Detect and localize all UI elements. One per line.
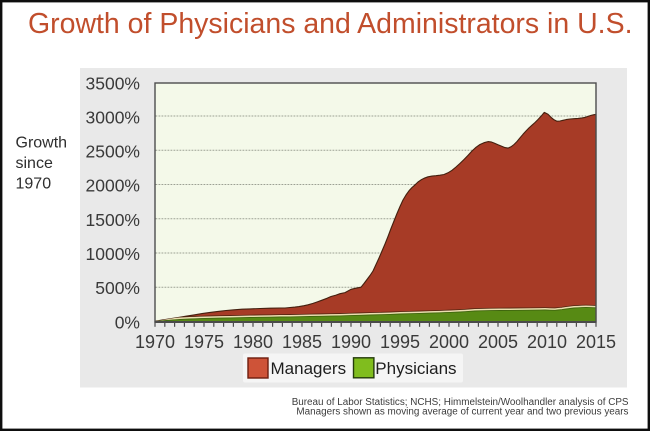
svg-text:1985: 1985 (282, 332, 322, 352)
svg-text:1990: 1990 (331, 332, 371, 352)
svg-text:3000%: 3000% (86, 107, 141, 127)
svg-text:500%: 500% (95, 278, 140, 298)
svg-text:2500%: 2500% (86, 142, 141, 162)
svg-text:1975: 1975 (184, 332, 224, 352)
svg-text:Growth: Growth (16, 135, 68, 152)
svg-text:1980: 1980 (233, 332, 273, 352)
svg-text:Managers shown as moving avera: Managers shown as moving average of curr… (296, 407, 628, 418)
svg-text:2000: 2000 (429, 332, 469, 352)
svg-text:2000%: 2000% (86, 176, 141, 196)
svg-text:since: since (16, 155, 53, 172)
svg-text:Managers: Managers (271, 359, 347, 378)
svg-text:Physicians: Physicians (375, 359, 456, 378)
svg-text:Bureau of Labor Statistics; NC: Bureau of Labor Statistics; NCHS; Himmel… (292, 397, 629, 408)
svg-text:0%: 0% (115, 312, 140, 332)
svg-text:2010: 2010 (527, 332, 567, 352)
svg-text:2015: 2015 (576, 332, 616, 352)
svg-text:1970: 1970 (16, 175, 52, 192)
svg-text:1500%: 1500% (86, 210, 141, 230)
svg-text:1000%: 1000% (86, 244, 141, 264)
svg-text:Growth of Physicians and Admin: Growth of Physicians and Administrators … (28, 8, 632, 40)
svg-text:3500%: 3500% (86, 73, 141, 93)
svg-text:1970: 1970 (135, 332, 175, 352)
svg-text:1995: 1995 (380, 332, 420, 352)
svg-text:2005: 2005 (478, 332, 518, 352)
